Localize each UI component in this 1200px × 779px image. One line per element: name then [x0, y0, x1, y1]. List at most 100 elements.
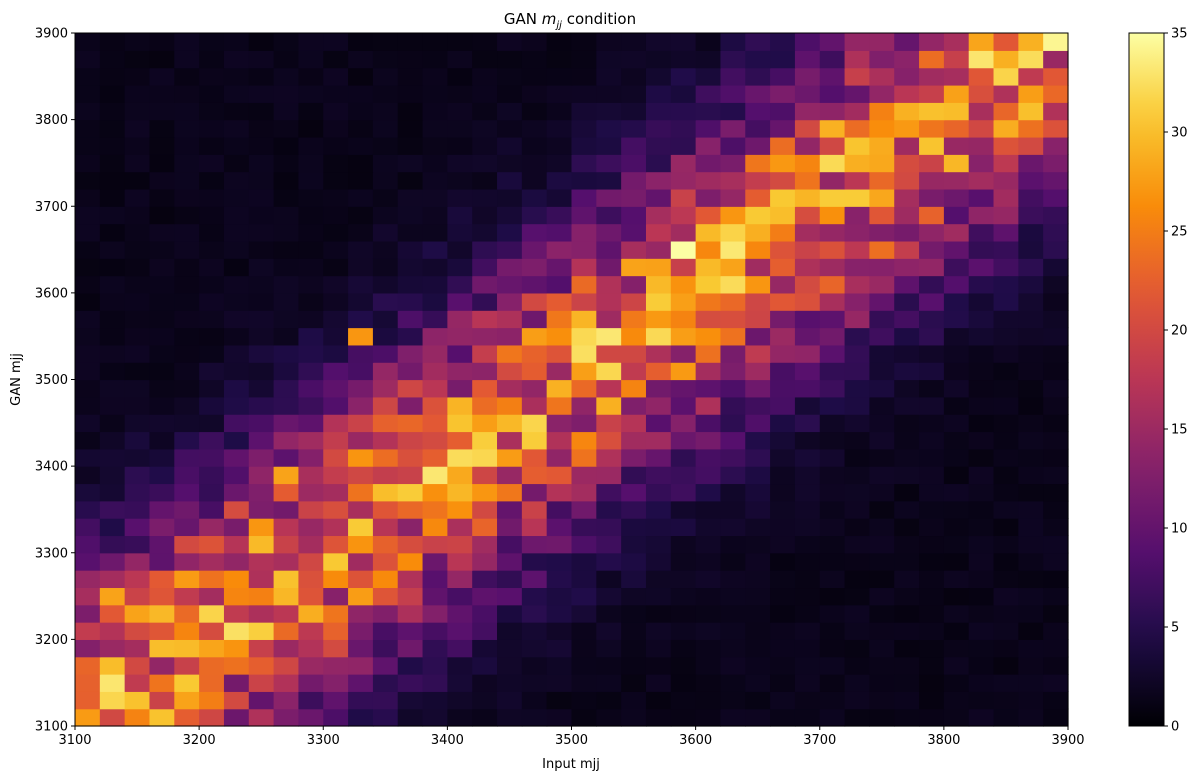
heatmap-cell [422, 431, 448, 450]
heatmap-cell [248, 466, 275, 485]
heatmap-cell [919, 275, 945, 294]
heatmap-cell [1018, 500, 1044, 519]
heatmap-cell [720, 396, 746, 415]
heatmap-cell [124, 188, 151, 207]
heatmap-cell [745, 500, 771, 519]
heatmap-cell [745, 396, 771, 415]
heatmap-cell [919, 206, 945, 225]
heatmap-cell [323, 33, 349, 51]
heatmap-cell [993, 414, 1019, 433]
heatmap-cell [546, 552, 573, 571]
heatmap-cell [447, 414, 473, 433]
heatmap-cell [695, 431, 722, 450]
heatmap-cell [199, 206, 225, 225]
heatmap-cell [99, 67, 126, 86]
heatmap-cell [372, 84, 399, 103]
heatmap-cell [645, 154, 672, 173]
heatmap-cell [521, 344, 548, 363]
heatmap-cell [273, 708, 300, 727]
heatmap-cell [968, 431, 995, 450]
heatmap-cell [670, 67, 697, 86]
heatmap-cell [75, 154, 101, 173]
heatmap-cell [397, 674, 424, 692]
heatmap-cell [745, 258, 771, 277]
heatmap-cell [670, 379, 697, 398]
heatmap-cell [993, 84, 1019, 103]
heatmap-cell [397, 223, 424, 242]
heatmap-cell [323, 431, 349, 450]
heatmap-cell [745, 327, 771, 346]
heatmap-cell [75, 500, 101, 519]
heatmap-cell [794, 102, 821, 121]
heatmap-cell [348, 691, 374, 710]
heatmap-cell [1018, 362, 1044, 381]
heatmap-cell [149, 50, 175, 69]
heatmap-cell [397, 552, 424, 571]
heatmap-cell [75, 587, 101, 606]
heatmap-cell [993, 327, 1019, 346]
heatmap-cell [993, 535, 1019, 554]
heatmap-cell [199, 275, 225, 294]
heatmap-cell [844, 33, 870, 51]
x-axis-label: Input mjj [542, 757, 600, 772]
heatmap-cell [497, 84, 523, 103]
heatmap-cell [819, 84, 846, 103]
heatmap-cell [819, 379, 846, 398]
heatmap-cell [124, 431, 151, 450]
heatmap-cell [819, 171, 846, 190]
heatmap-cell [993, 552, 1019, 571]
chart-title: GAN mjj condition [504, 10, 636, 31]
heatmap-cell [596, 691, 622, 710]
heatmap-cell [472, 500, 498, 519]
heatmap-cell [497, 587, 523, 606]
heatmap-cell [472, 206, 498, 225]
heatmap-cell [993, 171, 1019, 190]
heatmap-cell [919, 431, 945, 450]
heatmap-cell [645, 587, 672, 606]
heatmap-cell [943, 344, 970, 363]
heatmap-cell [372, 292, 399, 311]
heatmap-cell [99, 708, 126, 727]
heatmap-cell [75, 708, 101, 727]
heatmap-cell [298, 518, 324, 537]
heatmap-cell [298, 67, 324, 86]
heatmap-cell [720, 50, 746, 69]
heatmap-cell [621, 119, 647, 138]
heatmap-cell [869, 258, 895, 277]
heatmap-cell [273, 136, 300, 155]
heatmap-cell [546, 483, 573, 502]
heatmap-cell [869, 396, 895, 415]
heatmap-cell [497, 500, 523, 519]
heatmap-cell [99, 362, 126, 381]
heatmap-cell [621, 500, 647, 519]
heatmap-cell [546, 206, 573, 225]
heatmap-cell [248, 448, 275, 467]
heatmap-cell [894, 171, 920, 190]
heatmap-cell [1018, 708, 1044, 727]
heatmap-cell [348, 483, 374, 502]
heatmap-cell [273, 656, 300, 675]
heatmap-cell [571, 327, 597, 346]
heatmap-cell [99, 33, 126, 51]
heatmap-cell [670, 448, 697, 467]
heatmap-cell [968, 396, 995, 415]
heatmap-cell [546, 67, 573, 86]
heatmap-cell [223, 84, 250, 103]
heatmap-cell [497, 154, 523, 173]
heatmap-cell [645, 50, 672, 69]
heatmap-cell [720, 587, 746, 606]
heatmap-cell [894, 552, 920, 571]
heatmap-cell [298, 206, 324, 225]
heatmap-cell [919, 84, 945, 103]
heatmap-cell [298, 639, 324, 658]
heatmap-cell [943, 84, 970, 103]
heatmap-cell [869, 656, 895, 675]
heatmap-cell [794, 674, 821, 692]
heatmap-cell [919, 535, 945, 554]
heatmap-cell [596, 258, 622, 277]
heatmap-cell [993, 674, 1019, 692]
heatmap-cell [943, 708, 970, 727]
heatmap-cell [571, 258, 597, 277]
heatmap-cell [794, 500, 821, 519]
heatmap-cell [869, 535, 895, 554]
